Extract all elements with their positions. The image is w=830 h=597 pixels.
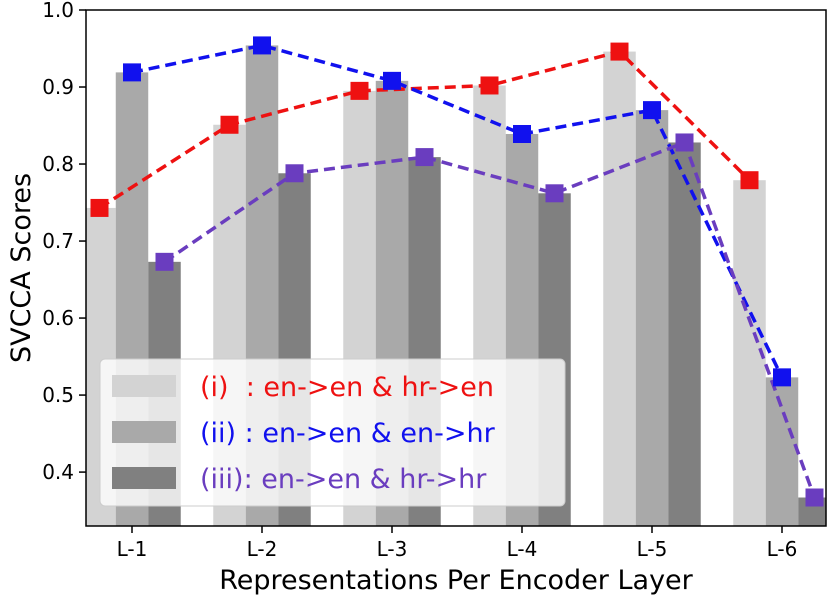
marker-s3-l-4 <box>545 184 564 203</box>
legend-label-3: (iii): en->en & hr->hr <box>200 464 487 495</box>
y-tick-label: 1.0 <box>42 0 74 22</box>
y-tick-label: 0.6 <box>42 306 74 330</box>
marker-s3-l-3 <box>415 148 434 167</box>
y-axis-label: SVCCA Scores <box>6 173 37 363</box>
legend-swatch-1 <box>112 375 176 397</box>
marker-s3-l-5 <box>675 133 694 152</box>
legend-swatch-3 <box>112 467 176 489</box>
marker-s2-l-4 <box>513 124 531 143</box>
y-axis: 0.4 0.5 0.6 0.7 0.8 0.9 1.0 <box>42 0 86 484</box>
x-tick-label-l-2: L-2 <box>247 537 278 561</box>
marker-s1-l-5 <box>610 42 629 61</box>
legend-label-2: (ii) : en->en & en->hr <box>200 418 496 449</box>
lines-layer <box>98 43 817 499</box>
marker-s2-l-6 <box>773 368 791 387</box>
marker-s1-l-1 <box>90 198 109 217</box>
markers-layer <box>90 36 824 507</box>
marker-s2-l-5 <box>643 101 661 120</box>
y-tick-label: 0.4 <box>42 460 74 484</box>
bar-s3-l-5 <box>668 142 701 526</box>
line-series-1 <box>98 49 751 210</box>
bar-s2-l-5 <box>635 110 669 527</box>
bar-s1-l-5 <box>603 51 636 526</box>
y-tick-label: 0.9 <box>42 75 74 99</box>
x-axis-label: Representations Per Encoder Layer <box>219 565 693 596</box>
x-tick-label-l-3: L-3 <box>377 537 408 561</box>
marker-s1-l-3 <box>350 81 369 100</box>
marker-s3-l-2 <box>285 164 304 183</box>
bar-s2-l-6 <box>765 377 799 526</box>
legend-swatch-2 <box>112 421 176 443</box>
y-tick-label: 0.8 <box>42 152 74 176</box>
x-tick-label-l-1: L-1 <box>117 537 148 561</box>
y-tick-label: 0.5 <box>42 383 74 407</box>
marker-s1-l-6 <box>740 171 759 190</box>
marker-s1-l-2 <box>220 115 239 134</box>
marker-s2-l-1 <box>123 63 141 82</box>
y-tick-label: 0.7 <box>42 229 74 253</box>
legend-box <box>99 358 566 507</box>
x-tick-label-l-4: L-4 <box>507 537 538 561</box>
marker-s3-l-6 <box>805 488 824 507</box>
legend: (i) : en->en & hr->en (ii) : en->en & en-… <box>99 358 566 507</box>
x-tick-label-l-5: L-5 <box>637 537 668 561</box>
marker-s3-l-1 <box>155 252 174 271</box>
marker-s1-l-4 <box>480 76 499 95</box>
marker-s2-l-3 <box>383 71 401 90</box>
line-series-2 <box>131 43 784 379</box>
legend-label-1: (i) : en->en & hr->en <box>200 372 494 403</box>
plot-frame <box>85 9 827 527</box>
x-axis: L-1 L-2 L-3 L-4 L-5 L-6 <box>117 526 798 561</box>
x-tick-label-l-6: L-6 <box>767 537 798 561</box>
marker-s2-l-2 <box>253 36 271 55</box>
